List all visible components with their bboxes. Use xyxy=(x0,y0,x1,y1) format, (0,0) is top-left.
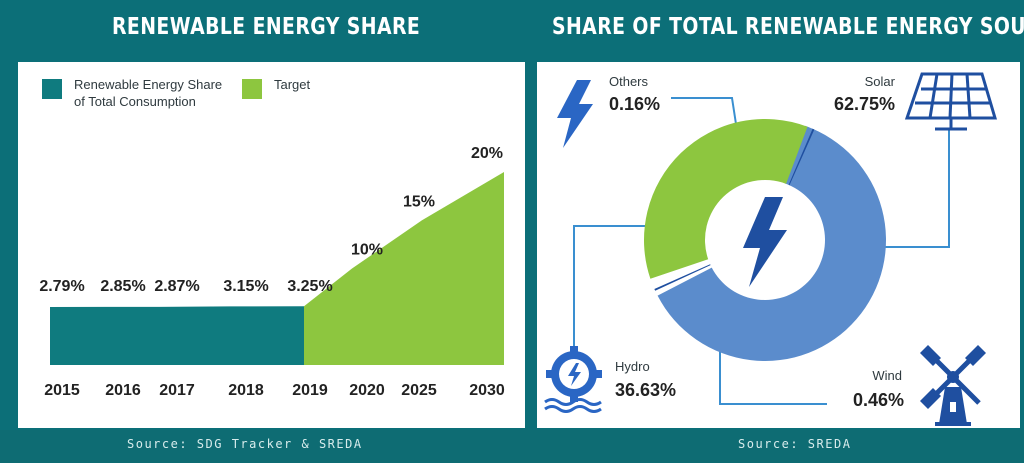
solar-panel-icon xyxy=(904,72,998,131)
x-tick-2015: 2015 xyxy=(44,382,80,399)
legend-swatch-actual xyxy=(42,79,62,99)
label-others-value: 0.16% xyxy=(609,94,660,114)
lightning-icon xyxy=(557,80,593,148)
renewable-share-chart: 2.79% 2.85% 2.87% 3.15% 3.25% 10% 15% 20% 2015 20… xyxy=(39,145,505,399)
value-label-2016: 2.85% xyxy=(100,278,145,295)
energy-sources-panel: Others 0.16% Solar 62.75% Hydro 36.63% W… xyxy=(537,62,1020,428)
connector-others xyxy=(671,97,737,125)
left-source: Source: SDG Tracker & SREDA xyxy=(127,437,363,451)
label-wind-value: 0.46% xyxy=(853,390,904,410)
right-title: SHARE OF TOTAL RENEWABLE ENERGY SOURCES xyxy=(552,14,1024,40)
slice-solar xyxy=(657,125,886,361)
label-hydro-name: Hydro xyxy=(615,359,650,374)
left-title: RENEWABLE ENERGY SHARE xyxy=(112,14,421,40)
center-lightning-icon xyxy=(743,197,787,287)
donut-slices xyxy=(644,119,886,361)
label-hydro-value: 36.63% xyxy=(615,380,676,400)
slice-wind xyxy=(654,264,711,291)
x-tick-2030: 2030 xyxy=(469,382,505,399)
slice-hydro xyxy=(644,119,808,279)
legend-label-actual-line2: of Total Consumption xyxy=(74,94,196,109)
renewable-share-panel: Renewable Energy Share of Total Consumpt… xyxy=(18,62,525,428)
label-solar-value: 62.75% xyxy=(834,94,895,114)
footer-bar xyxy=(0,430,1024,463)
area-actual xyxy=(50,306,304,365)
slice-others xyxy=(788,128,815,186)
legend-label-actual: Renewable Energy Share of Total Consumpt… xyxy=(74,76,222,110)
connector-hydro xyxy=(573,225,649,352)
legend-label-target: Target xyxy=(274,77,311,92)
label-wind-name: Wind xyxy=(872,368,902,383)
label-solar-name: Solar xyxy=(865,74,896,89)
x-tick-2019: 2019 xyxy=(292,382,328,399)
label-others-name: Others xyxy=(609,74,649,89)
energy-sources-chart: Others 0.16% Solar 62.75% Hydro 36.63% W… xyxy=(544,72,998,426)
right-source: Source: SREDA xyxy=(738,437,852,451)
value-label-2017: 2.87% xyxy=(154,278,199,295)
windmill-icon xyxy=(920,345,986,426)
legend-label-actual-line1: Renewable Energy Share xyxy=(74,77,223,92)
connector-solar xyxy=(867,128,950,248)
x-tick-2018: 2018 xyxy=(228,382,264,399)
value-label-2030: 20% xyxy=(471,145,503,162)
hydro-turbine-icon xyxy=(544,346,602,413)
value-label-2019: 3.25% xyxy=(287,278,332,295)
area-target xyxy=(304,172,504,365)
x-tick-2025: 2025 xyxy=(401,382,437,399)
value-label-2025: 15% xyxy=(403,193,435,210)
x-tick-2020: 2020 xyxy=(349,382,385,399)
legend-swatch-target xyxy=(242,79,262,99)
connector-wind xyxy=(719,345,827,405)
value-label-2018: 3.15% xyxy=(223,278,268,295)
x-tick-2017: 2017 xyxy=(159,382,195,399)
value-label-2020: 10% xyxy=(351,242,383,259)
value-label-2015: 2.79% xyxy=(39,278,84,295)
x-tick-2016: 2016 xyxy=(105,382,141,399)
